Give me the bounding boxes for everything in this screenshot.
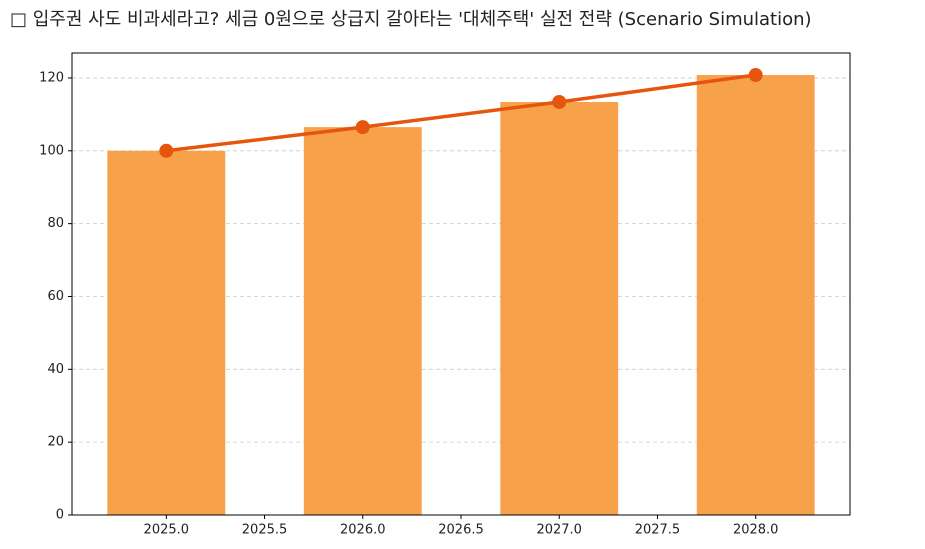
- x-tick-label: 2026.5: [438, 523, 484, 538]
- line: [166, 73, 756, 153]
- y-tick-label: 60: [47, 289, 64, 304]
- chart-title: □ 입주권 사도 비과세라고? 세금 0원으로 상급지 갈아타는 '대체주택' …: [10, 9, 812, 30]
- point: [552, 94, 567, 109]
- bar: [696, 75, 815, 516]
- x-tick-label: 2026.0: [340, 523, 386, 538]
- y-tick-label: 120: [39, 70, 64, 85]
- y-tick-label: 100: [39, 143, 64, 158]
- y-tick-label: 80: [47, 216, 64, 231]
- x-tick-label: 2027.0: [536, 523, 582, 538]
- y-tick-label: 20: [47, 435, 64, 450]
- x-tick-label: 2027.5: [635, 523, 681, 538]
- plot-frame: [71, 52, 851, 516]
- bar: [303, 127, 422, 516]
- y-tick-label: 0: [56, 508, 64, 523]
- x-tick-label: 2025.5: [242, 523, 288, 538]
- bar: [107, 150, 226, 516]
- point: [748, 68, 763, 83]
- x-tick-label: 2025.0: [144, 523, 190, 538]
- bar: [500, 101, 619, 515]
- y-tick-label: 40: [47, 362, 64, 377]
- point: [355, 120, 370, 135]
- x-tick-label: 2028.0: [733, 523, 779, 538]
- point: [159, 143, 174, 158]
